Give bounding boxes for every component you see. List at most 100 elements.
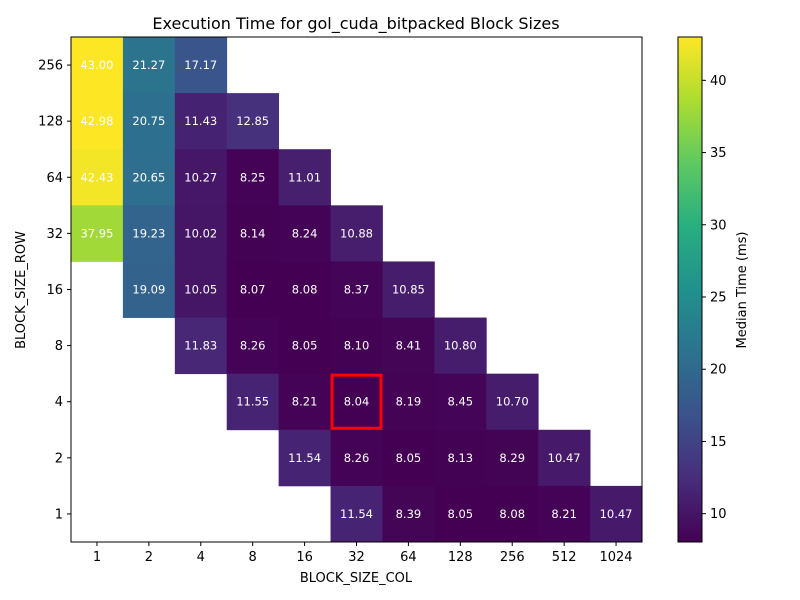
heatmap-cell	[122, 93, 176, 150]
cell-value-label: 8.26	[240, 339, 266, 353]
cell-value-label: 19.09	[132, 283, 165, 297]
heatmap-cell	[122, 37, 176, 94]
y-axis-ticks: 256 128 64 32 16 8 4 2 1	[38, 59, 71, 522]
heatmap-cell	[330, 205, 383, 262]
heatmap-cell	[382, 485, 435, 543]
colorbar-tick-label: 10	[710, 507, 727, 522]
heatmap-cell	[278, 149, 331, 206]
heatmap-cell	[122, 261, 176, 318]
heatmap-cell	[434, 429, 487, 487]
cell-value-label: 11.01	[288, 170, 321, 184]
heatmap-cell	[538, 485, 591, 543]
cell-value-label: 20.65	[132, 170, 165, 184]
cell-value-label: 8.08	[292, 283, 318, 297]
heatmap-cell	[330, 261, 383, 318]
heatmap-cell	[330, 429, 383, 487]
cell-value-label: 11.54	[288, 451, 321, 465]
heatmap-cell	[174, 317, 228, 375]
colorbar-ticks: 10 15 20 25 30 35 40	[702, 74, 727, 522]
heatmap-cell	[278, 205, 331, 262]
y-tick-label: 16	[46, 283, 63, 298]
chart-title: Execution Time for gol_cuda_bitpacked Bl…	[152, 14, 559, 34]
y-axis-label: BLOCK_SIZE_ROW	[14, 231, 29, 349]
cell-value-label: 8.19	[396, 395, 422, 409]
cell-value-label: 8.25	[240, 170, 266, 184]
x-tick-label: 32	[348, 550, 365, 565]
colorbar-tick-label: 35	[710, 146, 727, 161]
heatmap-cell	[174, 261, 228, 318]
cell-value-label: 10.02	[184, 226, 217, 240]
y-tick-label: 32	[46, 227, 63, 242]
heatmap-cell	[486, 429, 539, 487]
heatmap-cell-labels: 43.00 21.27 17.17 42.98 20.75 11.43 12.85 42.43…	[80, 58, 632, 521]
heatmap-cell	[278, 317, 331, 375]
heatmap-cell	[278, 429, 331, 487]
cell-value-label: 8.13	[448, 451, 474, 465]
cell-value-label: 43.00	[80, 58, 113, 72]
cell-value-label: 10.85	[392, 283, 425, 297]
cell-value-label: 37.95	[80, 226, 113, 240]
heatmap-cell	[71, 93, 124, 150]
cell-value-label: 8.21	[292, 395, 318, 409]
colorbar-tick-label: 25	[710, 291, 727, 306]
cell-value-label: 8.21	[551, 507, 577, 521]
cell-value-label: 19.23	[132, 226, 165, 240]
y-tick-label: 8	[55, 339, 63, 354]
cell-value-label: 8.26	[344, 451, 370, 465]
heatmap-cell	[382, 373, 435, 431]
heatmap-cell	[122, 149, 176, 206]
heatmap-cell	[486, 373, 539, 431]
cell-value-label: 8.41	[396, 339, 422, 353]
heatmap-cell	[330, 373, 383, 431]
cell-value-label: 10.88	[340, 226, 373, 240]
x-tick-label: 64	[400, 550, 417, 565]
cell-value-label: 11.83	[184, 339, 217, 353]
cell-value-label: 10.47	[548, 451, 581, 465]
x-tick-label: 8	[249, 550, 257, 565]
heatmap-cell	[278, 373, 331, 431]
x-tick-label: 256	[500, 550, 525, 565]
cell-value-label: 8.05	[396, 451, 422, 465]
x-axis-ticks: 1 2 4 8 16 32 64 128 256 512 1024	[93, 542, 633, 565]
heatmap-cell	[538, 429, 591, 487]
y-tick-label: 2	[55, 451, 63, 466]
cell-value-label: 42.43	[80, 170, 113, 184]
heatmap-cell	[330, 317, 383, 375]
cell-value-label: 8.08	[499, 507, 525, 521]
cell-value-label: 10.27	[184, 170, 217, 184]
heatmap-cell	[434, 373, 487, 431]
heatmap-cell	[226, 93, 280, 150]
highlight-box	[330, 373, 383, 430]
heatmap-cell	[226, 373, 280, 431]
heatmap-cell	[174, 93, 228, 150]
y-tick-label: 128	[38, 115, 63, 130]
heatmap-cell	[382, 261, 435, 318]
cell-value-label: 8.10	[344, 339, 370, 353]
cell-value-label: 10.47	[600, 507, 633, 521]
heatmap-cell	[226, 149, 280, 206]
cell-value-label: 20.75	[132, 114, 165, 128]
heatmap-cell	[226, 317, 280, 375]
x-axis-label: BLOCK_SIZE_COL	[300, 571, 413, 586]
cell-value-label: 8.04	[344, 395, 370, 409]
heatmap-cell	[71, 149, 124, 206]
cell-value-label: 8.05	[292, 339, 318, 353]
cell-value-label: 8.24	[292, 226, 318, 240]
cell-value-label: 8.07	[240, 283, 266, 297]
heatmap-cell	[174, 205, 228, 262]
cell-value-label: 11.54	[340, 507, 373, 521]
heatmap-cell	[486, 485, 539, 543]
y-tick-label: 64	[46, 171, 63, 186]
colorbar-tick-label: 40	[710, 74, 727, 89]
heatmap-cell	[71, 205, 124, 262]
heatmap-cell	[434, 485, 487, 543]
heatmap-cells	[71, 37, 643, 543]
colorbar-tick-label: 30	[710, 218, 727, 233]
cell-value-label: 8.39	[396, 507, 422, 521]
cell-value-label: 8.45	[448, 395, 474, 409]
cell-value-label: 10.80	[444, 339, 477, 353]
cell-value-label: 8.14	[240, 226, 266, 240]
colorbar-tick-label: 15	[710, 435, 727, 450]
heatmap-cell	[434, 317, 487, 375]
